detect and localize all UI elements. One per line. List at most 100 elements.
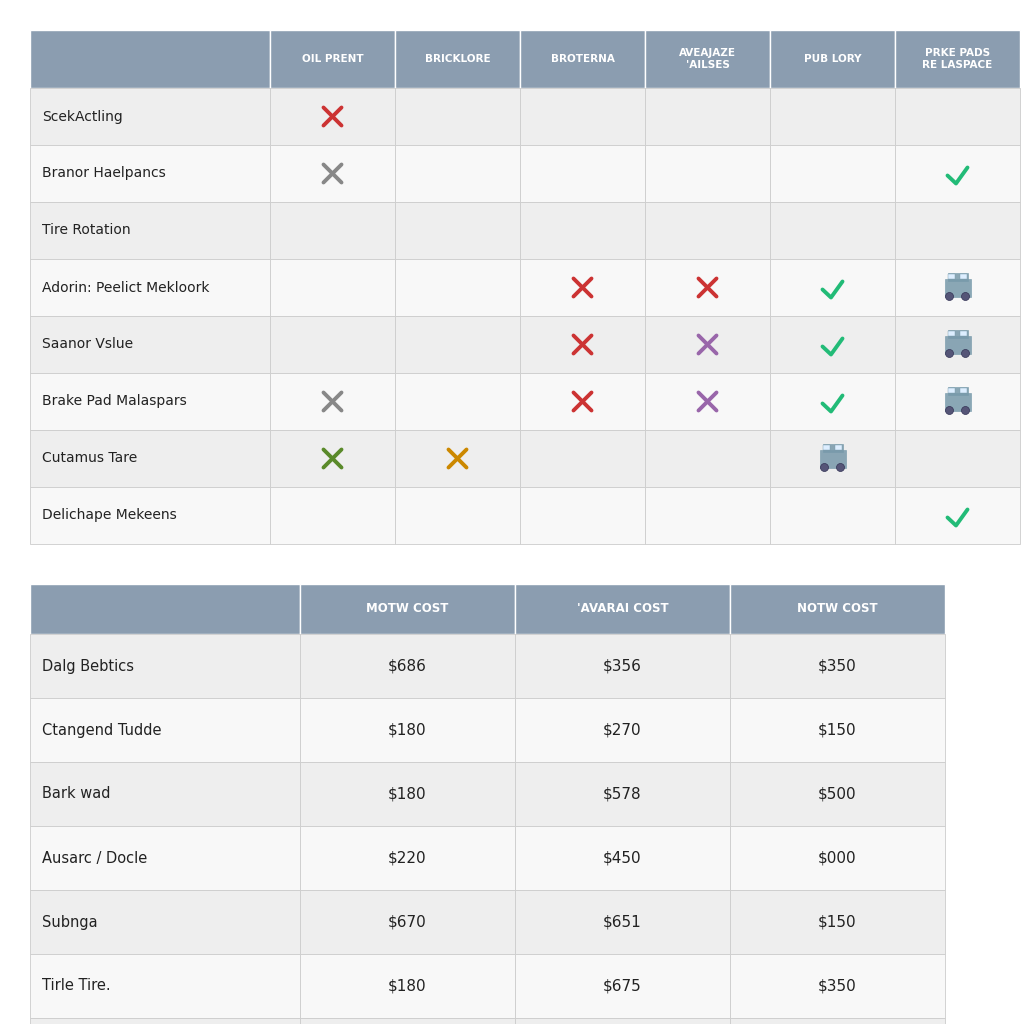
Bar	[515, 890, 730, 954]
Text: Dalg Bebtics: Dalg Bebtics	[42, 658, 134, 674]
Bar	[300, 954, 515, 1018]
Text: PRKE PADS
RE LASPACE: PRKE PADS RE LASPACE	[923, 48, 992, 71]
Bar	[947, 272, 968, 281]
Bar	[30, 30, 270, 88]
Bar	[395, 259, 520, 316]
Text: NOTW COST: NOTW COST	[798, 602, 878, 615]
Bar	[270, 487, 395, 544]
Text: $500: $500	[818, 786, 857, 802]
Bar	[947, 386, 968, 394]
Text: 'AVARAI COST: 'AVARAI COST	[577, 602, 669, 615]
Bar	[895, 202, 1020, 259]
Text: $350: $350	[818, 658, 857, 674]
Bar	[300, 762, 515, 826]
Bar	[770, 316, 895, 373]
Bar	[520, 316, 645, 373]
Bar	[730, 826, 945, 890]
Bar	[947, 330, 968, 338]
Bar	[645, 373, 770, 430]
Text: BROTERNA: BROTERNA	[551, 54, 614, 63]
Circle shape	[945, 293, 953, 300]
Bar	[300, 584, 515, 634]
Bar	[822, 444, 829, 450]
Text: Cutamus Tare: Cutamus Tare	[42, 452, 137, 466]
Bar	[645, 30, 770, 88]
Bar	[270, 202, 395, 259]
Circle shape	[945, 407, 953, 415]
Text: $675: $675	[603, 979, 642, 993]
Bar	[30, 698, 300, 762]
Bar	[895, 373, 1020, 430]
Text: $180: $180	[388, 786, 427, 802]
Bar	[30, 1018, 300, 1024]
Bar	[30, 316, 270, 373]
Bar	[645, 202, 770, 259]
Bar	[947, 273, 954, 279]
Text: $350: $350	[818, 979, 857, 993]
Bar	[770, 487, 895, 544]
Text: $450: $450	[603, 851, 642, 865]
Bar	[515, 698, 730, 762]
Bar	[300, 698, 515, 762]
Bar	[645, 259, 770, 316]
Text: Saanor Vslue: Saanor Vslue	[42, 338, 133, 351]
Bar	[730, 634, 945, 698]
Text: $150: $150	[818, 914, 857, 930]
Bar	[959, 273, 967, 279]
Bar	[770, 30, 895, 88]
Text: $578: $578	[603, 786, 642, 802]
Text: AVEAJAZE
'AILSES: AVEAJAZE 'AILSES	[679, 48, 736, 71]
Text: Branor Haelpancs: Branor Haelpancs	[42, 167, 166, 180]
Bar	[944, 392, 971, 411]
Bar	[730, 698, 945, 762]
Bar	[770, 373, 895, 430]
Bar	[30, 259, 270, 316]
Text: $180: $180	[388, 723, 427, 737]
Bar	[730, 584, 945, 634]
Bar	[515, 954, 730, 1018]
Bar	[515, 634, 730, 698]
Bar	[944, 279, 971, 297]
Bar	[30, 373, 270, 430]
Text: $270: $270	[603, 723, 642, 737]
Text: $356: $356	[603, 658, 642, 674]
Bar	[895, 487, 1020, 544]
Bar	[395, 88, 520, 145]
Text: Brake Pad Malaspars: Brake Pad Malaspars	[42, 394, 186, 409]
Bar	[645, 430, 770, 487]
Text: Tire Rotation: Tire Rotation	[42, 223, 131, 238]
Text: $670: $670	[388, 914, 427, 930]
Bar	[645, 487, 770, 544]
Bar	[947, 387, 954, 392]
Text: Bark wad: Bark wad	[42, 786, 111, 802]
Text: $651: $651	[603, 914, 642, 930]
Bar	[770, 430, 895, 487]
Bar	[30, 762, 300, 826]
Bar	[520, 202, 645, 259]
Bar	[300, 634, 515, 698]
Circle shape	[820, 464, 828, 471]
Bar	[520, 259, 645, 316]
Bar	[395, 316, 520, 373]
Bar	[895, 145, 1020, 202]
Bar	[770, 88, 895, 145]
Bar	[270, 316, 395, 373]
Circle shape	[837, 464, 845, 471]
Text: Adorin: Peelict Mekloork: Adorin: Peelict Mekloork	[42, 281, 210, 295]
Bar	[730, 890, 945, 954]
Text: Subnga: Subnga	[42, 914, 97, 930]
Bar	[515, 584, 730, 634]
Bar	[895, 88, 1020, 145]
Text: $220: $220	[388, 851, 427, 865]
Bar	[395, 430, 520, 487]
Text: $150: $150	[818, 723, 857, 737]
Bar	[520, 88, 645, 145]
Bar	[895, 316, 1020, 373]
Bar	[770, 202, 895, 259]
Bar	[959, 387, 967, 392]
Bar	[645, 316, 770, 373]
Bar	[959, 331, 967, 336]
Bar	[30, 826, 300, 890]
Bar	[515, 762, 730, 826]
Text: Ctangend Tudde: Ctangend Tudde	[42, 723, 162, 737]
